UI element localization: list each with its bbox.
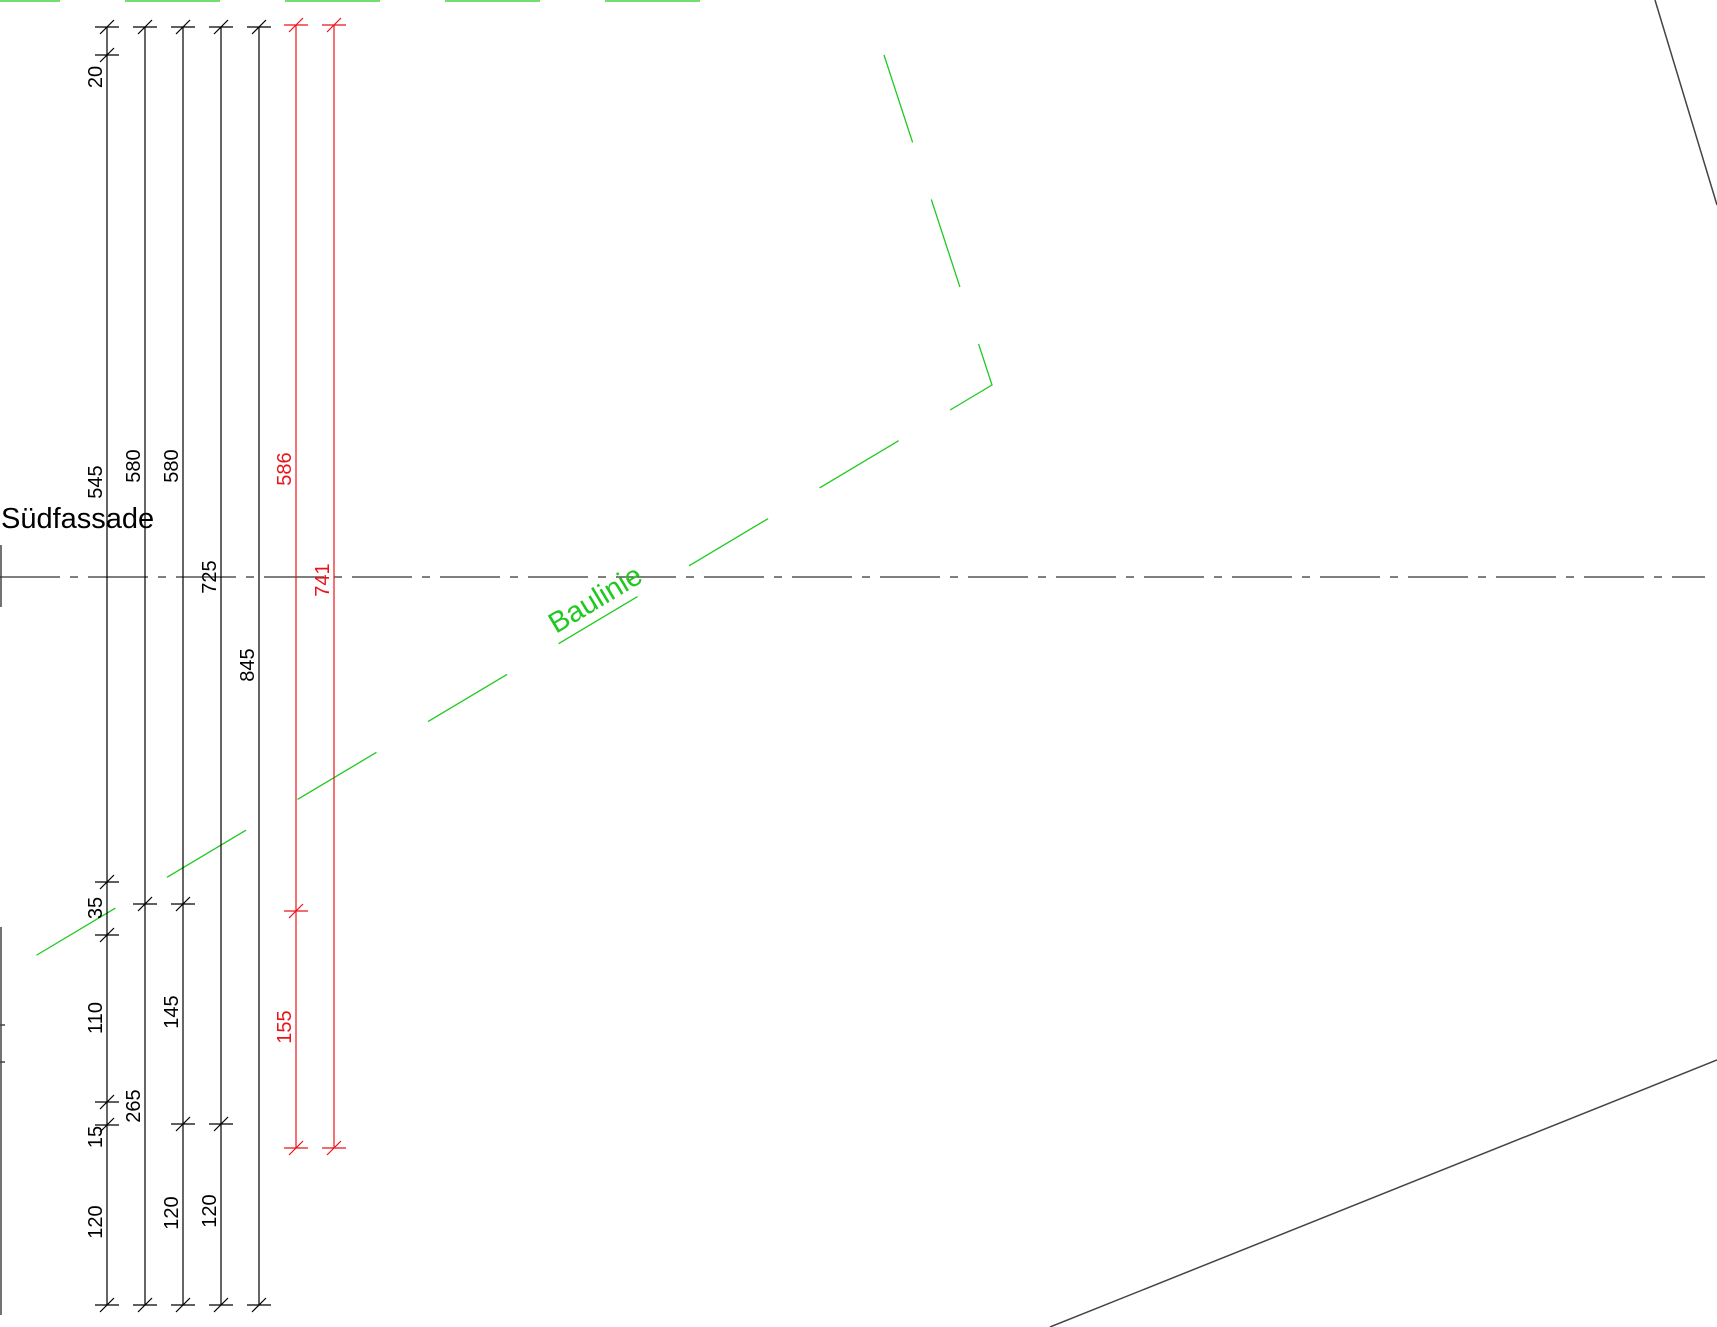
dimension-label: 741	[312, 563, 334, 596]
dimension-slash-tick	[213, 19, 229, 35]
dimension-slash-tick	[288, 17, 304, 33]
dimension-label: 35	[85, 897, 107, 919]
dimension-label: 725	[199, 560, 221, 593]
dimension-label: 265	[123, 1089, 145, 1122]
dimension-label: 545	[85, 465, 107, 498]
dimension-label: 155	[274, 1010, 296, 1043]
dimension-slash-tick	[137, 19, 153, 35]
dimension-label: 15	[85, 1126, 107, 1148]
dimension-slash-tick	[213, 1116, 229, 1132]
dimension-label: 845	[237, 648, 259, 681]
dimension-slash-tick	[99, 19, 115, 35]
dimension-slash-tick	[175, 1297, 191, 1313]
dimension-slash-tick	[213, 1297, 229, 1313]
dimension-slash-tick	[251, 1297, 267, 1313]
dimension-slash-tick	[251, 19, 267, 35]
dimension-label: 580	[123, 449, 145, 482]
dimension-slash-tick	[137, 896, 153, 912]
dimension-slash-tick	[99, 47, 115, 63]
dimension-slash-tick	[99, 1297, 115, 1313]
building-line-baulinie	[0, 54, 993, 978]
dimension-slash-tick	[326, 17, 342, 33]
dimension-label: 145	[161, 995, 183, 1028]
dimension-slash-tick	[175, 1116, 191, 1132]
dimension-label: 580	[161, 449, 183, 482]
dimension-slash-tick	[99, 1117, 115, 1133]
dimension-slash-tick	[288, 903, 304, 919]
dimension-slash-tick	[288, 1140, 304, 1156]
dimension-slash-tick	[326, 1140, 342, 1156]
dimension-label: 110	[85, 1002, 107, 1034]
dimension-slash-tick	[99, 874, 115, 890]
dimension-chains: 20 545 35 110 15 120 580 265 580 145 120 725 120 845 5…	[85, 17, 346, 1313]
dimension-label: 120	[161, 1196, 183, 1229]
dimension-slash-tick	[99, 1094, 115, 1110]
dimension-label: 120	[85, 1205, 107, 1238]
dimension-slash-tick	[175, 896, 191, 912]
dimension-label: 586	[274, 452, 296, 485]
dimension-slash-tick	[99, 927, 115, 943]
dimension-slash-tick	[175, 19, 191, 35]
dimension-label: 120	[199, 1194, 221, 1227]
dimension-label: 20	[85, 66, 107, 88]
facade-title: Südfassade	[1, 503, 154, 535]
dimension-slash-tick	[137, 1297, 153, 1313]
